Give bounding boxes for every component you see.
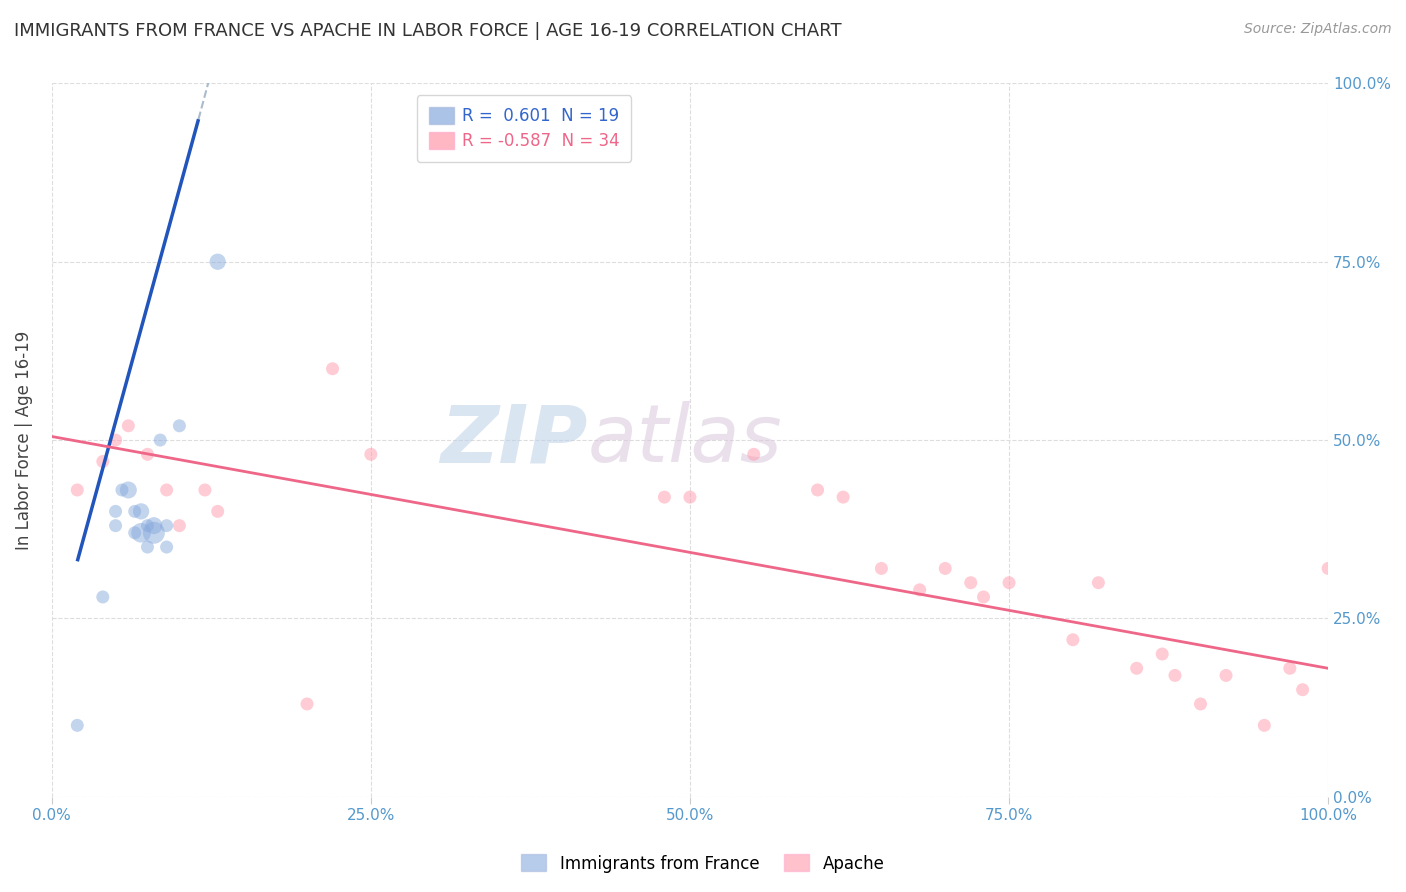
Point	[91, 590, 114, 604]
Point	[66, 718, 89, 732]
Point	[104, 504, 127, 518]
Point	[1278, 661, 1301, 675]
Point	[742, 447, 765, 461]
Point	[149, 433, 172, 447]
Point	[111, 483, 134, 497]
Point	[66, 483, 89, 497]
Point	[91, 454, 114, 468]
Point	[142, 525, 165, 540]
Point	[104, 433, 127, 447]
Point	[360, 447, 382, 461]
Point	[998, 575, 1021, 590]
Point	[832, 490, 855, 504]
Point	[973, 590, 995, 604]
Point	[1189, 697, 1212, 711]
Point	[806, 483, 828, 497]
Point	[908, 582, 931, 597]
Point	[136, 540, 159, 554]
Point	[104, 518, 127, 533]
Point	[136, 518, 159, 533]
Point	[129, 525, 152, 540]
Text: Source: ZipAtlas.com: Source: ZipAtlas.com	[1244, 22, 1392, 37]
Point	[1062, 632, 1084, 647]
Point	[207, 504, 229, 518]
Point	[136, 447, 159, 461]
Text: atlas: atlas	[588, 401, 783, 479]
Point	[934, 561, 956, 575]
Point	[959, 575, 981, 590]
Legend: R =  0.601  N = 19, R = -0.587  N = 34: R = 0.601 N = 19, R = -0.587 N = 34	[416, 95, 631, 161]
Point	[124, 525, 146, 540]
Text: ZIP: ZIP	[440, 401, 588, 479]
Point	[117, 483, 139, 497]
Point	[870, 561, 893, 575]
Text: IMMIGRANTS FROM FRANCE VS APACHE IN LABOR FORCE | AGE 16-19 CORRELATION CHART: IMMIGRANTS FROM FRANCE VS APACHE IN LABO…	[14, 22, 842, 40]
Point	[207, 254, 229, 268]
Point	[1291, 682, 1313, 697]
Point	[194, 483, 217, 497]
Point	[1253, 718, 1275, 732]
Point	[156, 483, 179, 497]
Point	[169, 418, 191, 433]
Point	[679, 490, 702, 504]
Point	[117, 418, 139, 433]
Point	[1317, 561, 1340, 575]
Point	[169, 518, 191, 533]
Point	[1125, 661, 1147, 675]
Point	[1152, 647, 1174, 661]
Point	[322, 361, 344, 376]
Point	[124, 504, 146, 518]
Point	[1164, 668, 1187, 682]
Point	[142, 518, 165, 533]
Point	[156, 540, 179, 554]
Y-axis label: In Labor Force | Age 16-19: In Labor Force | Age 16-19	[15, 330, 32, 549]
Point	[295, 697, 318, 711]
Point	[129, 504, 152, 518]
Point	[1215, 668, 1237, 682]
Point	[654, 490, 676, 504]
Point	[1087, 575, 1109, 590]
Point	[156, 518, 179, 533]
Legend: Immigrants from France, Apache: Immigrants from France, Apache	[515, 847, 891, 880]
